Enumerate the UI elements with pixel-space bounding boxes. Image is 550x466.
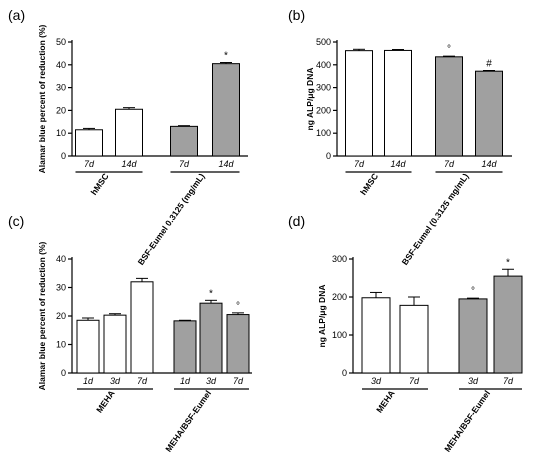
x-tick-label: 1d (180, 376, 191, 386)
y-tick-label: 0 (61, 368, 66, 378)
group-label: MEHA/BSF-Eumel (442, 388, 492, 453)
chart-panel-4: (d) ng ALP/μg DNA 0 100 200 300 3d 7d ° 3d * 7d MEHA… (288, 213, 523, 454)
y-axis-label: Alamar blue percent of reduction (%) (37, 24, 47, 173)
chart-panel-1: (a) Alamar blue percent of reduction (%) 0… (8, 7, 248, 267)
y-tick-label: 300 (316, 83, 331, 93)
y-tick-label: 30 (56, 83, 66, 93)
chart-panel-3: (c) Alamar blue percent of reduction (%) 0… (8, 213, 252, 454)
chart-panel-2: (b) ng ALP/μg DNA 0 100 200 300 400 500 7d 14d ° 7d… (288, 7, 512, 267)
panel-letter: (a) (8, 7, 25, 23)
y-axis-label: ng ALP/μg DNA (305, 68, 315, 131)
x-tick-label: 7d (84, 159, 95, 169)
bar (103, 314, 127, 374)
group-label: hMSC (89, 171, 111, 196)
panel-letter: (c) (8, 213, 24, 229)
y-tick-label: 40 (56, 254, 66, 264)
y-tick-label: 300 (332, 254, 347, 264)
group-label: BSF-Eumel (0.3125 mg/mL) (400, 171, 471, 267)
x-tick-label: 7d (179, 159, 190, 169)
x-tick-label: 14d (390, 159, 406, 169)
significance-marker: ° (471, 286, 475, 297)
x-tick-label: 7d (444, 159, 455, 169)
group-label: MEHA/BSF-Eumel (163, 388, 213, 453)
x-tick-label: 7d (409, 376, 420, 386)
bar (115, 108, 143, 157)
x-tick-label: 14d (218, 159, 234, 169)
y-tick-label: 100 (332, 330, 347, 340)
group-label: hMSC (358, 171, 380, 196)
y-tick-label: 20 (56, 311, 66, 321)
y-tick-label: 10 (56, 340, 66, 350)
bar (493, 275, 523, 374)
bar (76, 319, 100, 374)
significance-marker: * (506, 257, 510, 268)
significance-marker: * (209, 288, 213, 299)
y-tick-label: 40 (56, 60, 66, 70)
x-tick-label: 3d (371, 376, 382, 386)
significance-marker: * (224, 51, 228, 62)
y-axis-label: ng ALP/μg DNA (317, 285, 327, 348)
bar (130, 281, 154, 374)
group-label: MEHA (374, 388, 397, 414)
bar (212, 63, 240, 157)
y-tick-label: 0 (61, 151, 66, 161)
x-tick-label: 7d (503, 376, 514, 386)
y-tick-label: 10 (56, 128, 66, 138)
x-tick-label: 1d (83, 376, 94, 386)
significance-marker: ° (236, 301, 240, 312)
y-tick-label: 0 (326, 151, 331, 161)
bar (399, 304, 429, 374)
bar (170, 125, 198, 157)
x-tick-label: 7d (354, 159, 365, 169)
bar (199, 302, 223, 374)
group-label: BSF-Eumel 0.3125 (mg/mL) (136, 171, 207, 267)
bar (226, 314, 250, 374)
bar (475, 70, 503, 157)
x-tick-label: 3d (110, 376, 121, 386)
significance-marker: # (486, 59, 492, 70)
x-tick-label: 7d (233, 376, 244, 386)
bar (458, 298, 488, 374)
bar (435, 56, 463, 157)
y-tick-label: 400 (316, 60, 331, 70)
group-label: MEHA (94, 388, 117, 414)
significance-marker: ° (447, 44, 451, 55)
y-tick-label: 30 (56, 283, 66, 293)
bar (345, 50, 373, 157)
bar (173, 320, 197, 374)
panel-letter: (d) (288, 213, 305, 229)
bar (75, 129, 103, 157)
y-tick-label: 20 (56, 105, 66, 115)
x-tick-label: 3d (468, 376, 479, 386)
x-tick-label: 3d (206, 376, 217, 386)
x-tick-label: 14d (121, 159, 137, 169)
y-tick-label: 50 (56, 37, 66, 47)
bar (384, 49, 412, 157)
y-tick-label: 200 (332, 292, 347, 302)
bar (361, 297, 391, 374)
x-tick-label: 7d (137, 376, 148, 386)
y-tick-label: 100 (316, 128, 331, 138)
y-tick-label: 200 (316, 105, 331, 115)
y-tick-label: 0 (342, 368, 347, 378)
x-tick-label: 14d (481, 159, 497, 169)
y-axis-label: Alamar blue percent of reduction (%) (37, 241, 47, 390)
y-tick-label: 500 (316, 37, 331, 47)
panel-letter: (b) (288, 7, 305, 23)
